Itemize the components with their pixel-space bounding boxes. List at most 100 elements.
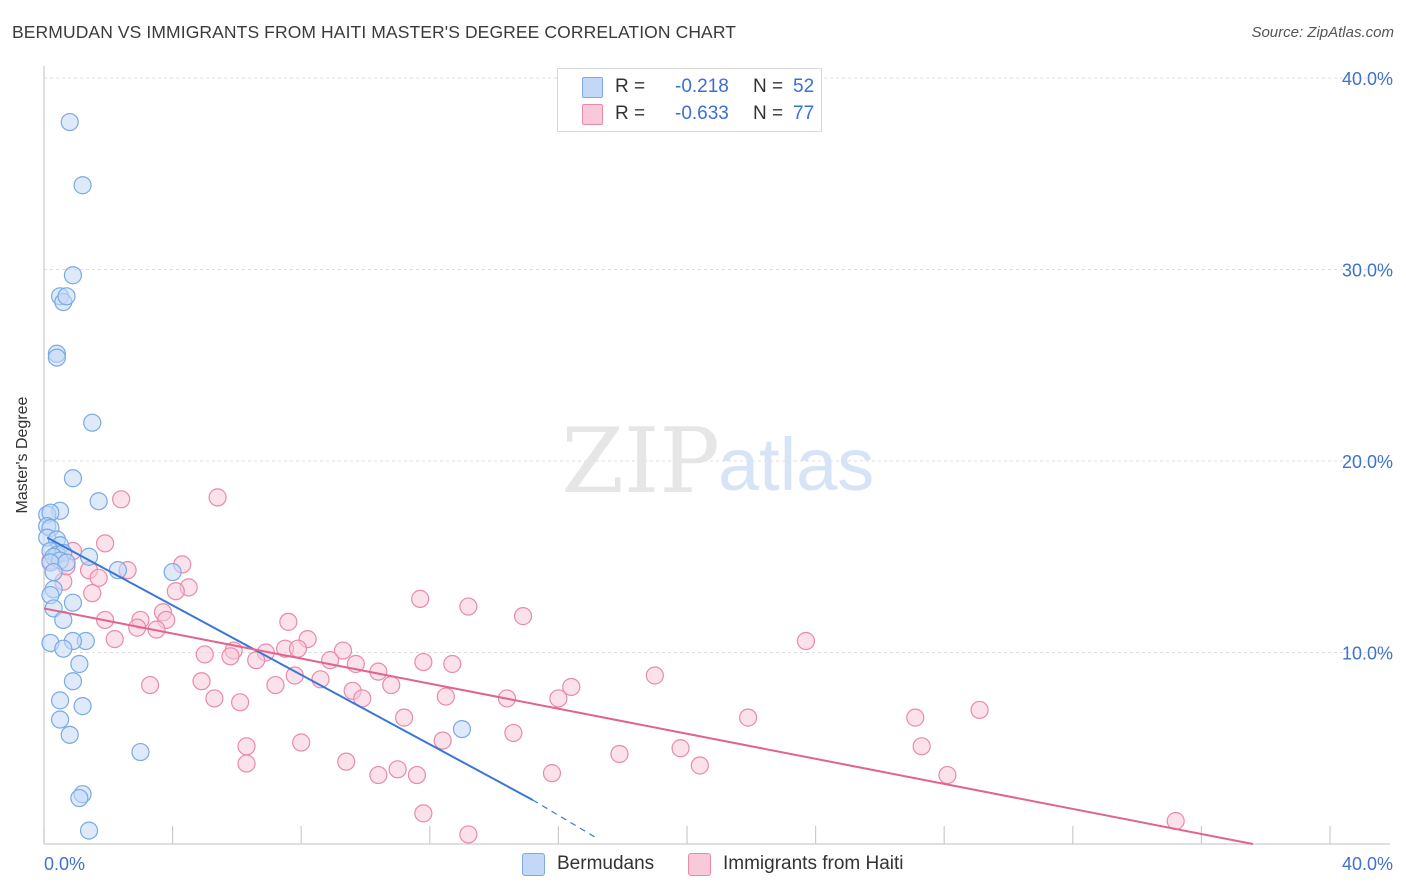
point-haiti [645,666,664,685]
point-haiti [738,708,758,727]
bottom-swatch-bermudans [522,852,545,876]
point-haiti [459,825,478,844]
trendline-haiti [43,607,1254,845]
point-haiti [912,737,931,756]
point-haiti [436,687,455,706]
trendlines [43,536,1254,845]
point-bermudans [57,287,76,306]
point-haiti [671,739,690,758]
point-haiti [411,589,430,608]
point-haiti [549,689,568,708]
point-bermudans [79,547,99,566]
point-haiti [938,765,957,785]
legend-n-value: 52 [793,76,815,97]
point-bermudans [163,562,182,582]
point-haiti [414,804,433,823]
x-tick-label: 0.0% [44,854,85,874]
point-bermudans [50,691,70,710]
point-bermudans [54,639,73,658]
point-bermudans [63,469,83,488]
point-haiti [292,733,311,752]
legend-n-label: N = [753,103,784,124]
correlation-legend: R = -0.218 N = 52 R = -0.633 N = 77 [557,68,822,132]
bottom-swatch-haiti [688,852,711,876]
point-haiti [562,677,581,697]
bottom-legend-label: Immigrants from Haiti [723,853,904,874]
point-haiti [394,708,414,727]
point-haiti [337,752,356,771]
y-tick-label: 30.0% [1342,261,1393,281]
point-haiti [443,654,462,674]
point-bermudans [70,654,89,674]
point-bermudans [73,176,92,195]
point-haiti [89,568,108,587]
point-haiti [407,765,427,785]
point-haiti [105,629,124,649]
bottom-legend-bermudans: Bermudans [522,851,654,877]
point-bermudans [63,593,83,612]
point-bermudans [63,266,83,285]
point-haiti [382,675,401,695]
point-haiti [140,675,160,695]
point-haiti [95,534,115,553]
trendline-bermudans [46,536,534,801]
point-haiti [796,631,816,651]
point-bermudans [60,725,79,744]
point-haiti [288,639,308,658]
point-bermudans [50,710,70,729]
point-bermudans [131,742,150,762]
legend-row-bermudans: R = -0.218 N = 52 [582,75,814,99]
point-bermudans [63,672,83,691]
legend-r-value: -0.218 [675,76,729,97]
bottom-legend-haiti: Immigrants from Haiti [688,851,904,877]
y-tick-label: 20.0% [1342,452,1393,472]
point-haiti [208,488,227,507]
point-haiti [83,584,102,603]
source-label: Source: ZipAtlas.com [1251,24,1394,41]
point-haiti [266,675,285,695]
point-haiti [333,641,353,660]
point-haiti [970,700,989,720]
legend-r-value: -0.633 [675,103,729,124]
chart-title: BERMUDAN VS IMMIGRANTS FROM HAITI MASTER… [12,22,737,42]
point-haiti [237,737,256,756]
point-haiti [221,647,240,666]
trendline-bermudans-extension [532,799,598,839]
point-bermudans [83,413,102,432]
point-haiti [504,723,523,743]
point-haiti [112,490,131,509]
legend-swatch-haiti [582,103,603,125]
tick-labels: 10.0% 20.0% 30.0% 40.0% 0.0% 40.0% [44,69,1393,874]
point-bermudans [47,348,66,367]
legend-n-value: 77 [793,103,815,124]
point-haiti [237,754,256,773]
point-bermudans [44,562,63,582]
point-haiti [195,645,214,664]
x-tick-label: 40.0% [1342,854,1393,874]
y-tick-label: 10.0% [1342,644,1393,664]
point-bermudans [89,492,108,511]
point-bermudans [452,719,472,739]
point-haiti [231,693,250,712]
bottom-legend-label: Bermudans [557,853,655,874]
legend-r-label: R = [615,103,646,124]
y-tick-label: 40.0% [1342,69,1393,89]
point-haiti [369,765,388,785]
point-haiti [513,607,533,626]
point-haiti [906,708,925,727]
point-bermudans [57,553,76,572]
point-haiti [542,764,562,783]
watermark-atlas: atlas [718,423,874,506]
point-bermudans [73,697,92,716]
point-haiti [192,672,211,691]
legend-swatch-bermudans [582,76,603,98]
legend-row-haiti: R = -0.633 N = 77 [582,102,814,126]
point-haiti [610,744,629,764]
point-haiti [205,689,224,708]
gridlines [44,77,1390,653]
point-haiti [433,731,452,750]
point-haiti [459,597,478,616]
point-haiti [414,652,433,672]
legend-n-label: N = [753,76,784,97]
